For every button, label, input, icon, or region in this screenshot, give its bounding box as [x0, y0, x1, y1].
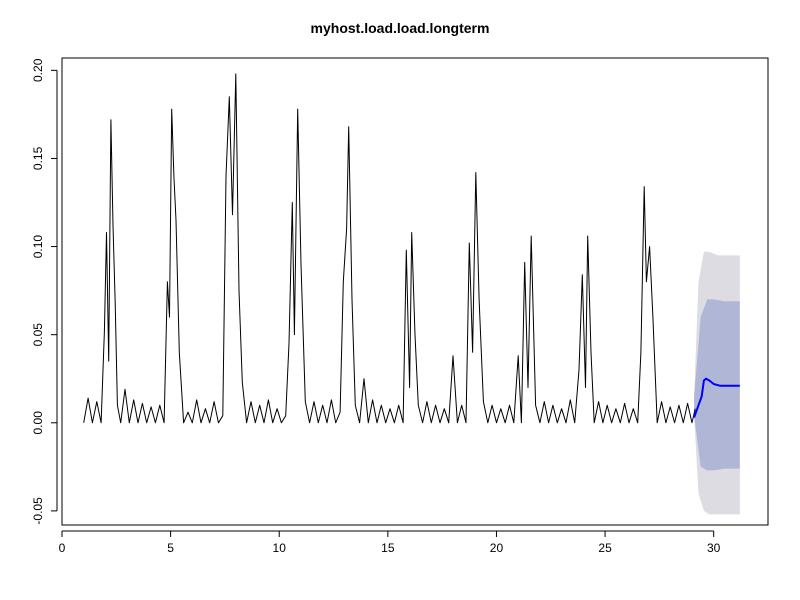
y-tick-label: 0.10: [31, 235, 45, 259]
x-tick-label: 0: [59, 541, 66, 555]
x-tick-label: 15: [381, 541, 395, 555]
x-tick-label: 20: [490, 541, 504, 555]
confidence-bands: [694, 251, 740, 515]
chart-title: myhost.load.load.longterm: [310, 20, 490, 36]
x-tick-label: 25: [598, 541, 612, 555]
x-tick-label: 30: [707, 541, 721, 555]
x-tick-label: 5: [167, 541, 174, 555]
history-line: [83, 73, 696, 424]
y-tick-label: 0.05: [31, 323, 45, 347]
y-axis: -0.05 0.00 0.05 0.10 0.15 0.20: [31, 58, 58, 525]
series-lines: [83, 73, 740, 424]
y-tick-label: 0.20: [31, 58, 45, 82]
x-tick-label: 10: [273, 541, 287, 555]
forecast-line: [693, 377, 740, 418]
y-tick-label: -0.05: [31, 497, 45, 525]
y-tick-label: 0.00: [31, 411, 45, 435]
plot-frame: [61, 57, 769, 526]
y-tick-label: 0.15: [31, 146, 45, 170]
x-axis: 0 5 10 15 20 25 30: [59, 530, 721, 555]
